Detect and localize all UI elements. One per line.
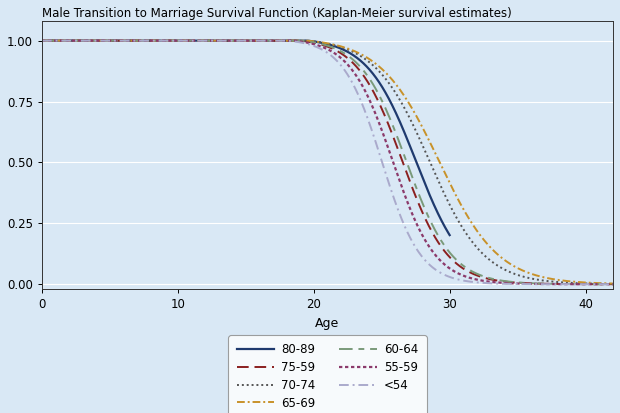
Legend: 80-89, 75-59, 70-74, 65-69, 60-64, 55-59, <54, : 80-89, 75-59, 70-74, 65-69, 60-64, 55-59… [228, 335, 427, 413]
X-axis label: Age: Age [316, 317, 340, 330]
Text: Male Transition to Marriage Survival Function (Kaplan-Meier survival estimates): Male Transition to Marriage Survival Fun… [42, 7, 511, 20]
